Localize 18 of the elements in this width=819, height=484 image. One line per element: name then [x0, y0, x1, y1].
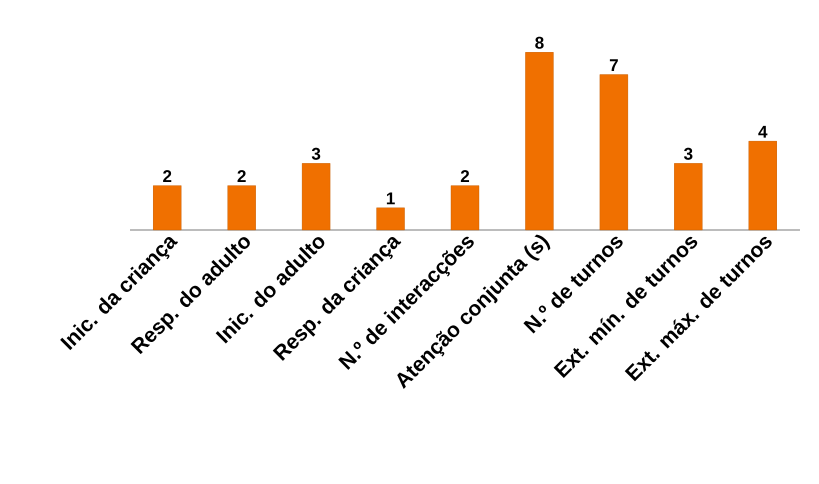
data-label: 2: [460, 170, 470, 182]
bar: [450, 185, 480, 230]
data-label: 4: [758, 126, 768, 138]
data-label: 2: [238, 170, 246, 182]
data-label: 7: [610, 59, 618, 71]
bar: [227, 185, 256, 230]
bar: [153, 185, 182, 230]
data-label: 1: [386, 192, 395, 204]
bar: [674, 163, 703, 230]
bar: [302, 163, 330, 230]
bar: [600, 74, 628, 230]
bar: [376, 208, 405, 230]
bar: [748, 140, 777, 230]
data-label: 3: [312, 148, 320, 160]
data-label: 8: [535, 36, 544, 49]
bar: [525, 52, 554, 230]
data-label: 3: [684, 148, 692, 160]
data-label: 2: [163, 170, 172, 182]
